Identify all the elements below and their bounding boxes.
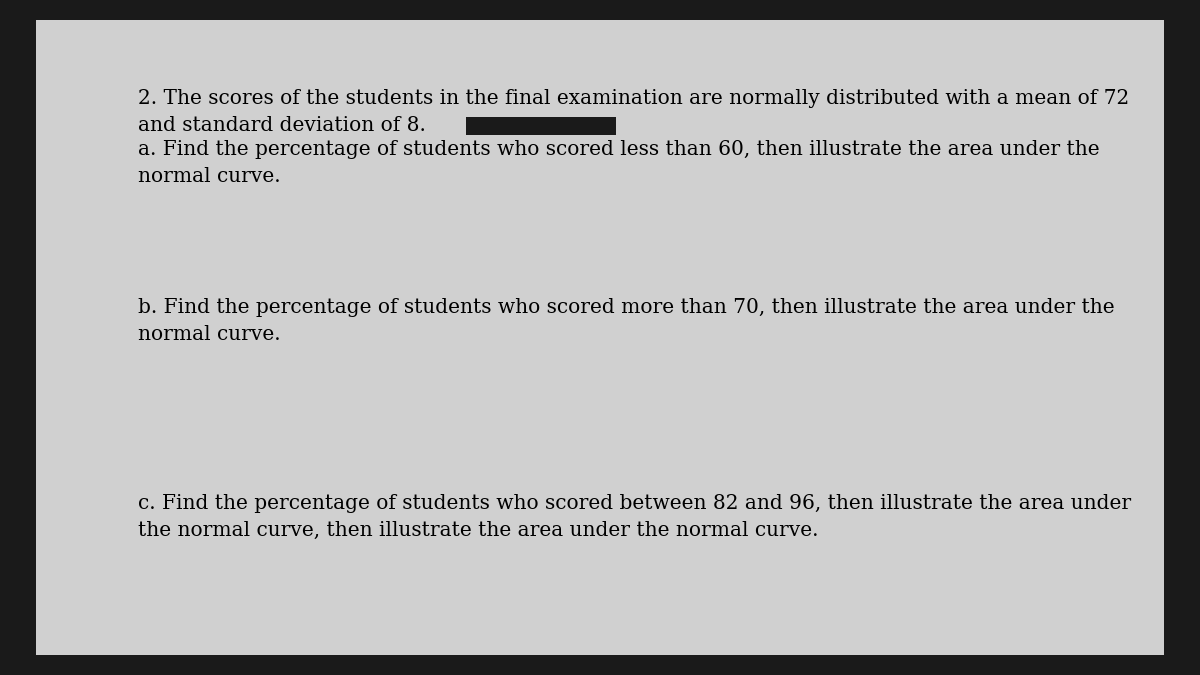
Text: the normal curve, then illustrate the area under the normal curve.: the normal curve, then illustrate the ar… <box>138 521 818 540</box>
Text: normal curve.: normal curve. <box>138 167 281 186</box>
Text: c. Find the percentage of students who scored between 82 and 96, then illustrate: c. Find the percentage of students who s… <box>138 494 1132 513</box>
Bar <box>466 117 616 135</box>
Text: a. Find the percentage of students who scored less than 60, then illustrate the : a. Find the percentage of students who s… <box>138 140 1099 159</box>
Text: 2. The scores of the students in the final examination are normally distributed : 2. The scores of the students in the fin… <box>138 89 1129 108</box>
Text: normal curve.: normal curve. <box>138 325 281 344</box>
Text: b. Find the percentage of students who scored more than 70, then illustrate the : b. Find the percentage of students who s… <box>138 298 1115 317</box>
Text: and standard deviation of 8.: and standard deviation of 8. <box>138 116 426 135</box>
